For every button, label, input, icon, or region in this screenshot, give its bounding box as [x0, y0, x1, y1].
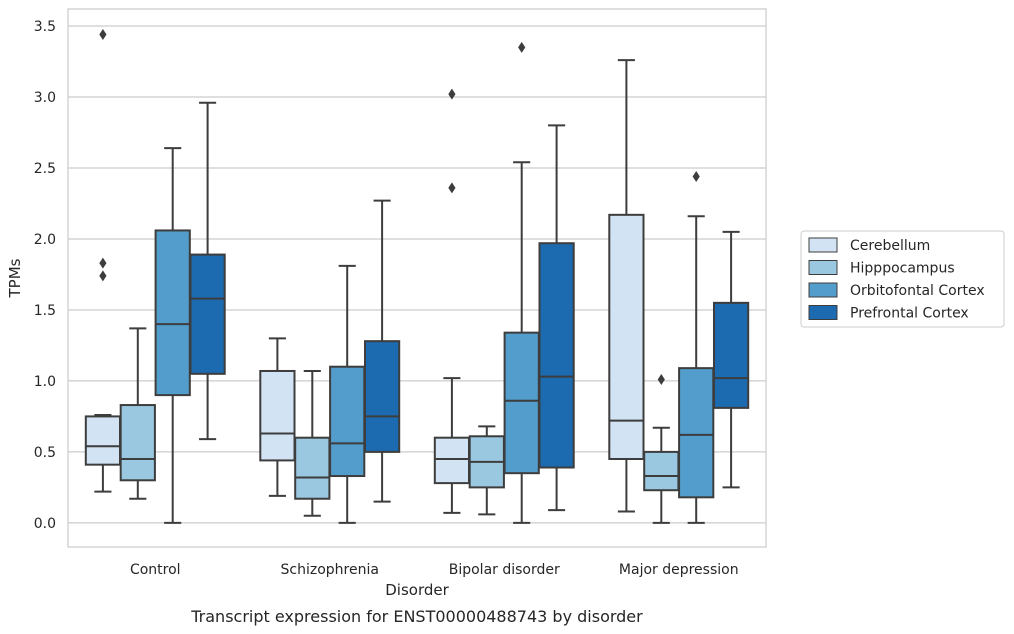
legend-swatch: [808, 282, 838, 298]
chart-caption: Transcript expression for ENST0000048874…: [190, 607, 643, 626]
iqr-box: [538, 242, 575, 469]
box-3-0: [608, 59, 645, 513]
y-tick-label: 3.0: [34, 90, 56, 106]
iqr-box: [329, 365, 366, 478]
iqr-box: [84, 415, 122, 466]
box-2-2: [503, 41, 540, 524]
box-2-3: [538, 124, 575, 512]
outlier-point: [99, 270, 107, 282]
outlier-point: [99, 257, 107, 269]
box-1-3: [363, 199, 401, 503]
box-2-0: [433, 88, 471, 514]
iqr-box: [119, 404, 156, 482]
box-3-2: [678, 171, 715, 524]
legend-swatch: [808, 305, 838, 320]
outlier-point: [448, 88, 456, 100]
outlier-point: [657, 373, 665, 385]
box-0-3: [189, 101, 226, 441]
legend-frame: [800, 230, 1005, 328]
x-tick-label: Control: [130, 562, 181, 578]
outlier-point: [518, 41, 526, 53]
y-axis-title: TPMs: [6, 258, 24, 298]
iqr-box: [189, 253, 226, 375]
x-axis-title: Disorder: [385, 581, 449, 599]
iqr-box: [503, 331, 540, 475]
y-tick-label: 0.5: [34, 445, 56, 461]
y-tick-label: 1.5: [34, 303, 56, 319]
box-3-3: [712, 230, 750, 489]
iqr-box: [294, 436, 331, 500]
box-0-1: [119, 327, 156, 500]
box-1-0: [259, 337, 296, 497]
x-tick-labels: Control Schizophrenia Bipolar disorder Majo…: [130, 562, 739, 578]
iqr-box: [608, 213, 645, 460]
x-tick-label: Schizophrenia: [281, 562, 379, 578]
legend-label: Cerebellum: [850, 238, 930, 254]
y-tick-labels: 0.0 0.5 1.0 1.5 2.0 2.5 3.0 3.5: [34, 19, 56, 532]
box-0-2: [154, 147, 191, 524]
legend-label: Hipppocampus: [850, 261, 955, 277]
y-tick-label: 2.0: [34, 232, 56, 248]
iqr-box: [678, 367, 715, 499]
legend-swatch: [808, 237, 838, 253]
legend: Cerebellum Hipppocampus Orbitofontal Corte…: [800, 230, 1005, 328]
iqr-box: [259, 369, 296, 462]
iqr-box: [712, 301, 750, 409]
x-tick-label: Bipolar disorder: [449, 562, 560, 578]
box-3-1: [643, 373, 680, 524]
iqr-box: [154, 229, 191, 397]
legend-label: Orbitofontal Cortex: [850, 283, 985, 299]
y-tick-label: 1.0: [34, 374, 56, 390]
iqr-box: [643, 450, 680, 492]
plot-area: [67, 8, 767, 548]
box-0-0: [84, 29, 122, 493]
outlier-point: [99, 29, 107, 41]
y-tick-label: 2.5: [34, 161, 56, 177]
box-1-1: [294, 369, 331, 517]
outlier-point: [692, 171, 700, 183]
iqr-box: [433, 436, 471, 485]
boxes: [84, 29, 750, 524]
legend-swatch: [808, 260, 838, 275]
box-2-1: [468, 425, 505, 516]
box-1-2: [329, 264, 366, 524]
legend-label: Prefrontal Cortex: [850, 306, 969, 322]
iqr-box: [363, 340, 401, 453]
y-tick-label: 3.5: [34, 19, 56, 35]
y-tick-label: 0.0: [34, 516, 56, 532]
outlier-point: [448, 182, 456, 194]
x-tick-label: Major depression: [619, 562, 739, 578]
